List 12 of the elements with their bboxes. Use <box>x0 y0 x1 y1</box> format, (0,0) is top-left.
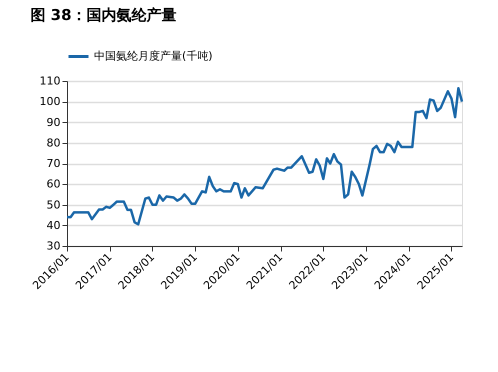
y-tick-label: 30 <box>46 240 60 252</box>
y-tick-label: 60 <box>46 178 60 191</box>
y-tick-label: 100 <box>40 95 60 108</box>
legend-label: 中国氨纶月度产量(千吨) <box>94 50 213 62</box>
y-tick-label: 90 <box>46 116 60 129</box>
y-tick-label: 40 <box>46 218 60 232</box>
y-tick-label: 50 <box>46 198 60 212</box>
y-tick-label: 80 <box>46 136 60 150</box>
y-tick-label: 70 <box>46 157 60 170</box>
chart-title: 图 38：国内氨纶产量 <box>30 6 177 24</box>
line-series <box>66 86 464 226</box>
y-tick-label: 110 <box>40 74 60 88</box>
